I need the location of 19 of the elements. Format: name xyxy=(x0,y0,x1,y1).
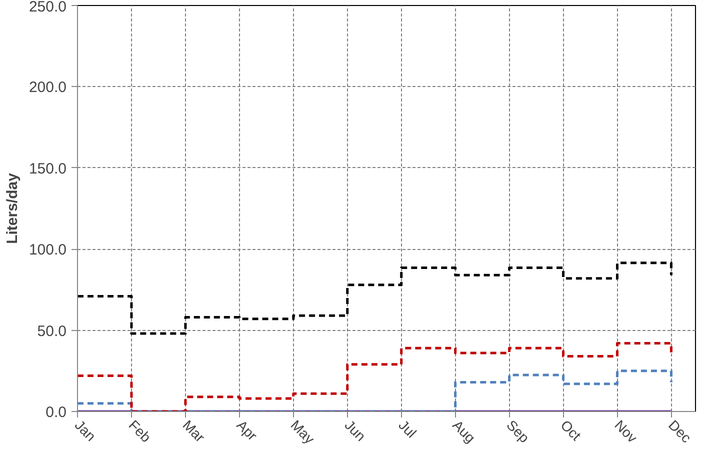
x-tick-label: Oct xyxy=(558,416,584,444)
y-axis-title: Liters/day xyxy=(4,172,21,244)
x-tick-label: Dec xyxy=(666,416,694,446)
x-tick-label: Apr xyxy=(234,416,261,444)
x-tick-label: Feb xyxy=(126,416,154,446)
x-tick-label: Sep xyxy=(504,416,533,446)
y-tick-label: 0.0 xyxy=(46,404,67,421)
y-tick-label: 150.0 xyxy=(28,160,67,178)
x-tick-label: Aug xyxy=(450,416,479,446)
x-tick-label: Mar xyxy=(180,416,208,446)
x-tick-label: Nov xyxy=(612,416,641,446)
y-tick-label: 200.0 xyxy=(28,79,67,96)
y-tick-label: 100.0 xyxy=(28,242,67,259)
x-tick-label: Jan xyxy=(72,416,100,444)
y-tick-label: 250.0 xyxy=(28,0,67,16)
x-tick-label: Jul xyxy=(396,416,420,441)
y-tick-label: 50.0 xyxy=(37,322,67,340)
x-tick-label: May xyxy=(288,416,318,447)
x-tick-label: Jun xyxy=(342,416,369,444)
